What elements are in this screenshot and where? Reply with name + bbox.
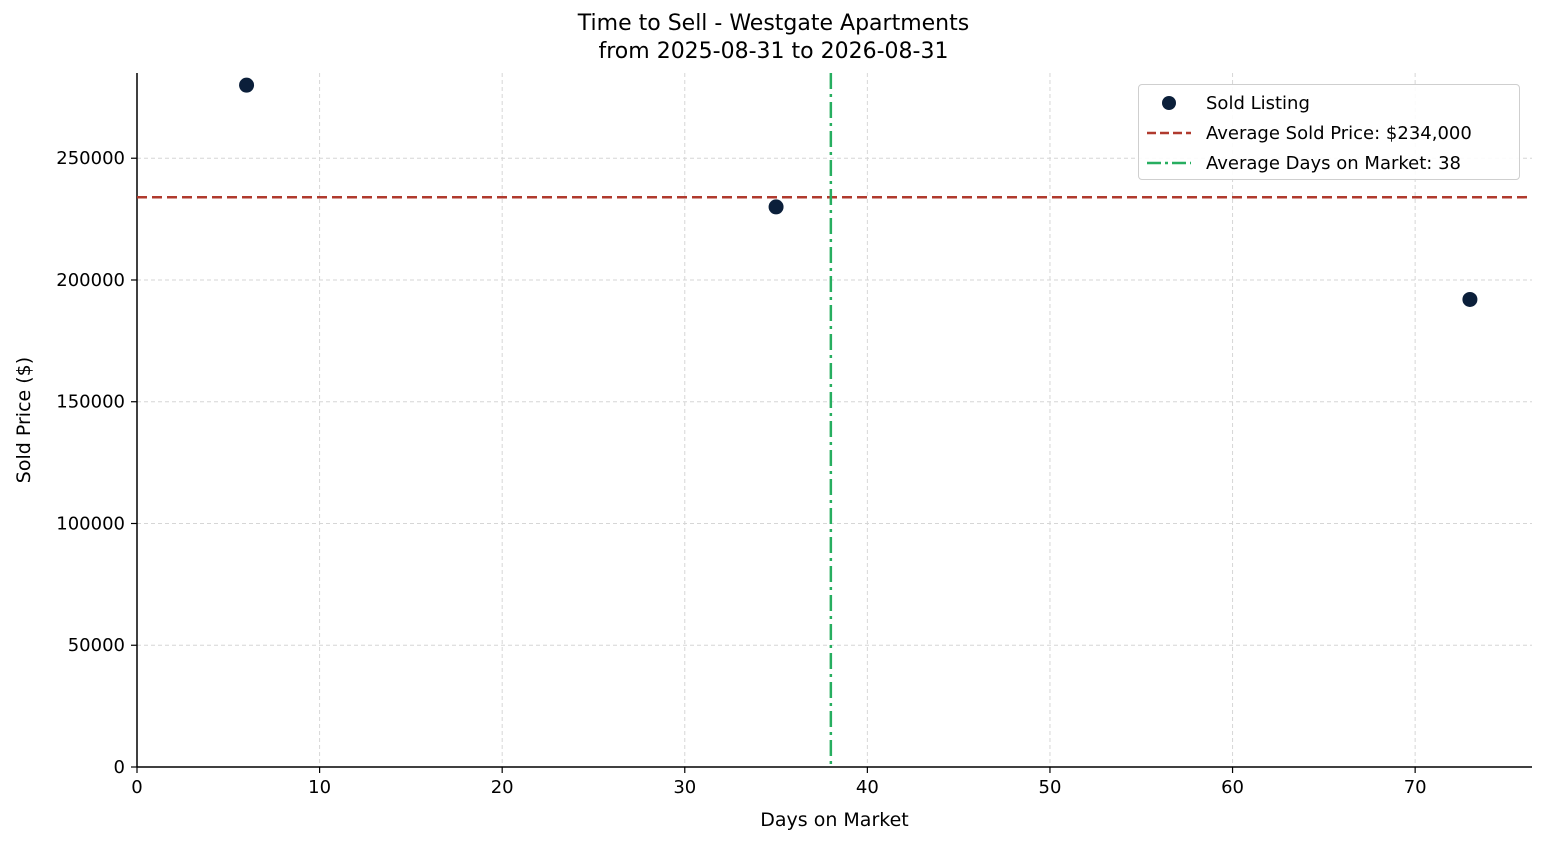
legend: Sold Listing Average Sold Price: $234,00…: [1138, 84, 1520, 180]
y-axis-title: Sold Price ($): [13, 357, 35, 483]
legend-item-sold-listing: Sold Listing: [1139, 91, 1519, 115]
legend-label-sold-listing: Sold Listing: [1206, 93, 1310, 114]
y-tick-label: 50000: [68, 635, 125, 656]
legend-marker-icon: [1162, 96, 1176, 110]
x-tick-label: 50: [1039, 777, 1062, 798]
chart-title: Time to Sell - Westgate Apartments: [577, 11, 970, 36]
y-tick-label: 200000: [56, 270, 125, 291]
data-point: [768, 199, 784, 215]
x-tick-label: 30: [673, 777, 696, 798]
x-tick-label: 60: [1221, 777, 1244, 798]
y-tick-label: 100000: [56, 513, 125, 534]
y-tick-label: 0: [114, 757, 125, 778]
legend-item-average-days: Average Days on Market: 38: [1139, 151, 1519, 175]
legend-label-average-days: Average Days on Market: 38: [1206, 153, 1461, 174]
x-tick-label: 0: [131, 777, 142, 798]
legend-label-average-price: Average Sold Price: $234,000: [1206, 123, 1472, 144]
y-tick-label: 250000: [56, 148, 125, 169]
legend-dashdot-line-icon: [1147, 161, 1191, 165]
x-axis-title: Days on Market: [760, 809, 908, 831]
data-point: [1462, 291, 1478, 307]
y-tick-label: 150000: [56, 392, 125, 413]
x-tick-label: 10: [308, 777, 331, 798]
x-tick-label: 20: [491, 777, 514, 798]
x-tick-label: 70: [1404, 777, 1427, 798]
legend-dashed-line-icon: [1147, 131, 1191, 135]
x-tick-label: 40: [856, 777, 879, 798]
legend-item-average-price: Average Sold Price: $234,000: [1139, 121, 1519, 145]
chart-subtitle: from 2025-08-31 to 2026-08-31: [598, 39, 949, 64]
data-point: [239, 77, 255, 93]
